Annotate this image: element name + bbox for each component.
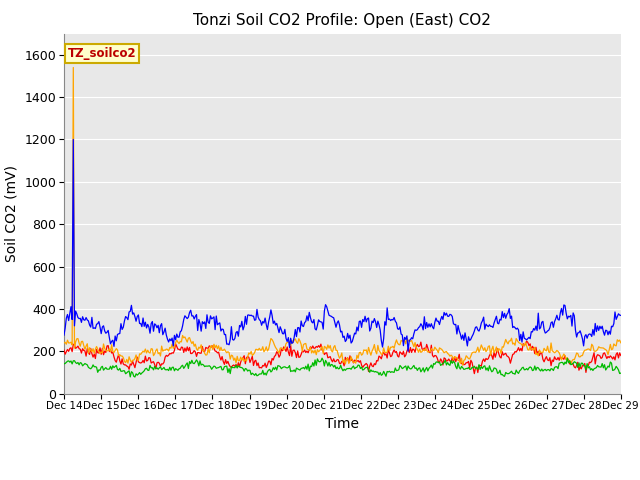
Title: Tonzi Soil CO2 Profile: Open (East) CO2: Tonzi Soil CO2 Profile: Open (East) CO2 [193,13,492,28]
Text: TZ_soilco2: TZ_soilco2 [68,47,136,60]
Y-axis label: Soil CO2 (mV): Soil CO2 (mV) [5,165,19,262]
X-axis label: Time: Time [325,417,360,431]
